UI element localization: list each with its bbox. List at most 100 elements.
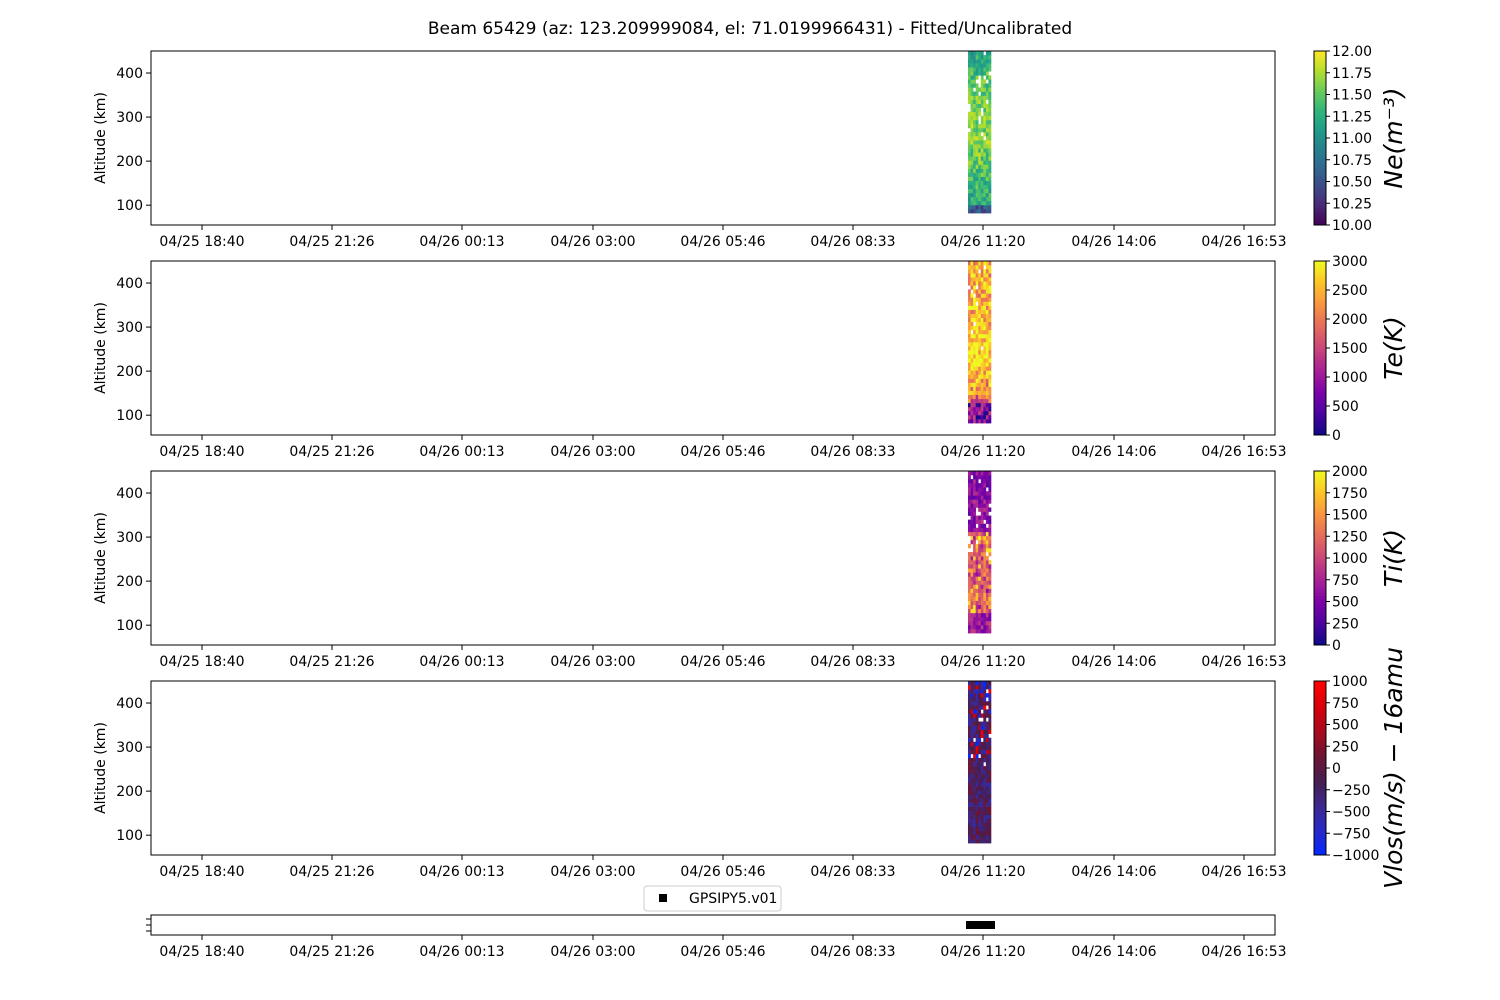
colorbar-segment [1314,508,1326,512]
heatmap-cell [968,782,971,787]
heatmap-cell [975,479,979,484]
heatmap-cell [980,560,984,565]
colorbar-segment [1314,502,1326,507]
heatmap-cell [980,261,984,266]
heatmap-cell [980,766,984,771]
colorbar-segment [1314,158,1326,162]
heatmap-cell [988,810,992,816]
heatmap-cell [983,479,987,484]
heatmap-cell [988,95,992,100]
heatmap-cell [988,285,992,290]
heatmap-cell [985,415,989,420]
colorbar-segment [1314,607,1326,611]
heatmap-cell [973,552,976,557]
x-tick-label: 04/26 03:00 [550,864,635,880]
heatmap-cell [983,560,987,565]
heatmap-cell [968,576,971,581]
colorbar-segment [1314,196,1326,200]
heatmap-cell [988,782,992,787]
heatmap-cell [968,313,971,319]
heatmap-cell [973,358,976,363]
heatmap-cell [968,814,971,820]
colorbar-segment [1314,175,1326,179]
heatmap-cell [973,507,976,512]
heatmap-cell [983,588,987,593]
heatmap-cell [980,144,984,149]
heatmap-cell [973,209,976,214]
heatmap-cell [975,782,979,787]
heatmap-cell [988,725,992,730]
colorbar-label: Vlos(m/s) − 16amu [1379,647,1408,889]
heatmap-cell [988,749,992,755]
heatmap-cell [988,612,992,618]
heatmap-cell [978,382,982,387]
x-tick-label: 04/26 11:20 [940,864,1025,880]
heatmap-cell [980,475,984,480]
heatmap-cell [985,325,989,331]
heatmap-cell [983,822,987,828]
heatmap-cell [975,552,979,557]
heatmap-cell [985,782,989,787]
heatmap-cell [980,749,984,755]
heatmap-cell [985,148,989,153]
heatmap-cell [970,766,974,771]
heatmap-cell [968,725,971,730]
heatmap-cell [980,511,984,516]
colorbar-segment [1314,715,1326,720]
axes-frame [150,914,1276,936]
heatmap-cell [988,79,992,84]
mode-marker [978,921,981,929]
heatmap-cell [988,362,992,367]
heatmap-cell [975,600,979,606]
colorbar-segment [1314,555,1326,559]
heatmap-cell [980,612,984,618]
heatmap-cell [988,745,992,751]
heatmap-cell [985,200,989,206]
heatmap-cell [978,168,982,173]
heatmap-cell [980,818,984,824]
heatmap-cell [988,390,992,396]
heatmap-cell [968,839,971,844]
heatmap-cell [980,265,984,270]
colorbar-segment [1314,71,1326,75]
heatmap-cell [975,152,979,157]
heatmap-cell [988,205,992,210]
heatmap-cell [975,758,979,763]
heatmap-cell [983,491,987,496]
heatmap-cell [970,839,974,844]
heatmap-cell [985,374,989,379]
colorbar-segment [1314,198,1326,203]
heatmap-cell [968,495,971,500]
heatmap-cell [970,123,974,129]
heatmap-cell [970,830,974,836]
heatmap-cell [968,519,971,524]
heatmap-cell [988,818,992,824]
colorbar-segment [1314,278,1326,282]
mode-marker [966,921,969,929]
heatmap-cell [983,749,987,755]
colorbar-tick-label: −1000 [1332,848,1379,864]
heatmap-cell [988,406,992,412]
heatmap-cell [973,592,976,597]
heatmap-cell [968,75,971,80]
heatmap-cell [983,415,987,420]
heatmap-cell [980,152,984,157]
heatmap-cell [985,592,989,597]
colorbar-segment [1314,759,1326,763]
heatmap-cell [983,616,987,622]
heatmap-cell [978,572,982,577]
colorbar-segment [1314,768,1326,772]
heatmap-cell [968,87,971,92]
heatmap-cell [970,741,974,747]
heatmap-cell [983,321,987,327]
heatmap-cell [980,790,984,795]
heatmap-cell [970,802,974,807]
y-tick-label: 300 [116,110,143,126]
heatmap-cell [968,164,971,169]
heatmap-cell [973,273,976,278]
colorbar-segment [1314,327,1326,331]
heatmap-cell [988,552,992,557]
colorbar-segment [1314,540,1326,544]
heatmap-cell [983,693,987,698]
